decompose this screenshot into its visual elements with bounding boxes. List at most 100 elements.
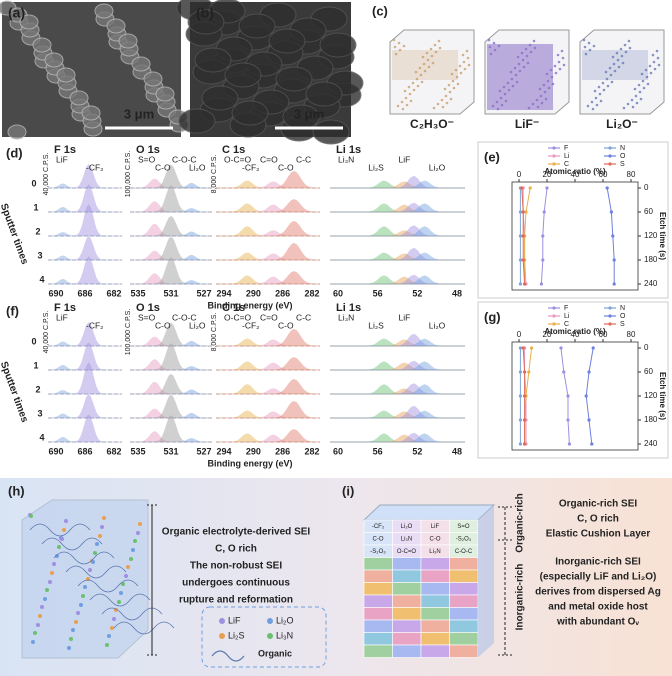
scale-label: 8,000 C.P.S.: [211, 155, 218, 194]
axis-title: Atomic ratio (%): [544, 167, 606, 176]
block: [363, 569, 393, 583]
description: derives from dispersed Ag: [535, 587, 661, 598]
x-tick-label: 282: [304, 446, 319, 456]
peak-label: LiF: [399, 154, 411, 164]
cube-dot: [616, 58, 620, 62]
cube-dot: [451, 79, 455, 83]
sem-texture: [143, 71, 163, 87]
peak: [216, 384, 320, 395]
panel-label: (f): [6, 303, 19, 318]
description: Organic electrolyte-derived SEI: [162, 527, 311, 538]
peak: [330, 275, 465, 285]
organic-chain: [53, 551, 115, 565]
sei-particle: [50, 571, 54, 575]
x-tick-label: 535: [130, 288, 145, 298]
legend-label: S: [620, 161, 625, 168]
x-tick-label: 286: [275, 446, 290, 456]
legend-marker: [552, 306, 556, 310]
peak-label: C-O: [155, 320, 171, 330]
legend-label: O: [620, 313, 626, 320]
sei-particle: [88, 568, 92, 572]
sem-texture: [312, 119, 350, 145]
legend-marker: [267, 633, 273, 639]
x-tick-label: 40: [571, 330, 580, 339]
peak: [330, 333, 465, 347]
cube-dot: [455, 75, 459, 79]
description: Elastic Cushion Layer: [546, 529, 651, 540]
cube-dot: [403, 89, 407, 93]
sem-texture: [305, 81, 343, 107]
sem-texture: [69, 90, 89, 106]
cube-top: [362, 504, 496, 521]
sem-texture: [275, 66, 313, 92]
sei-particle: [133, 539, 137, 543]
sei-particle: [114, 608, 118, 612]
x-tick-label: 56: [373, 288, 383, 298]
sei-particle: [83, 585, 87, 589]
peak: [130, 431, 212, 443]
y-tick-label: 180: [644, 255, 658, 264]
y-tick-label: 120: [644, 391, 658, 400]
cube-dot: [425, 51, 429, 55]
block: [449, 607, 479, 621]
legend-label: Organic: [258, 648, 292, 658]
axis-title: Atomic ratio (%): [544, 327, 606, 336]
peak: [48, 322, 122, 347]
sem-texture: [106, 18, 126, 34]
cube-dot: [558, 67, 562, 71]
cube-dot: [445, 101, 449, 105]
organic-chain: [89, 593, 151, 607]
point: [518, 346, 523, 350]
sei-particle: [45, 588, 49, 592]
legend-label: O: [620, 153, 626, 160]
peak: [130, 415, 212, 443]
sem-texture: [56, 67, 76, 83]
point: [612, 258, 616, 262]
y-tick-label: 240: [644, 439, 658, 448]
point: [545, 186, 549, 190]
block: [363, 644, 393, 658]
point: [523, 418, 527, 422]
peak: [216, 400, 320, 419]
sei-particle: [79, 603, 83, 607]
peak: [330, 388, 465, 395]
panel-label: (g): [484, 309, 501, 324]
scale-label: 40,000 C.P.S.: [43, 311, 50, 354]
cube-dot: [583, 45, 587, 49]
peak-label: C=O: [260, 154, 278, 164]
cube-dot: [604, 70, 608, 74]
peak: [330, 247, 465, 261]
point: [530, 346, 534, 350]
cube-dot: [411, 81, 415, 85]
peak: [216, 339, 320, 347]
x-tick-label: 290: [246, 446, 261, 456]
x-tick-label: 20: [543, 330, 552, 339]
sem-texture: [201, 85, 239, 111]
point: [523, 282, 527, 286]
block: [420, 569, 450, 583]
x-tick-label: 527: [196, 288, 211, 298]
legend-marker: [552, 322, 556, 326]
sei-particle: [110, 626, 114, 630]
legend-label: Li₂O: [276, 615, 294, 625]
legend-label: F: [564, 305, 568, 312]
legend-label: F: [564, 145, 568, 152]
panel-label: (e): [484, 149, 500, 164]
sem-texture: [224, 62, 262, 88]
sem-texture: [178, 108, 216, 134]
cube-dot: [644, 68, 648, 72]
peak: [330, 226, 465, 237]
peak: [330, 338, 465, 347]
organic-chain: [41, 537, 103, 551]
peak: [130, 223, 212, 237]
x-tick-label: 690: [48, 446, 63, 456]
peak-label: C-C: [296, 312, 311, 322]
peak: [130, 250, 212, 261]
peak-label: Li₂O: [189, 162, 206, 172]
peak: [330, 204, 465, 213]
description: and metal oxide host: [548, 602, 648, 613]
point: [521, 346, 525, 350]
sei-particle: [71, 628, 75, 632]
cube-dot: [622, 106, 626, 110]
sei-particle: [36, 623, 40, 627]
